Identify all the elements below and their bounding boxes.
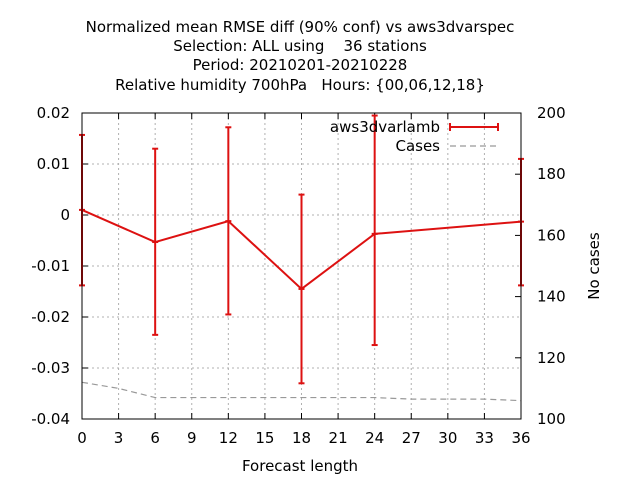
chart-title: Normalized mean RMSE diff (90% conf) vs … — [86, 18, 515, 94]
x-tick-label: 36 — [511, 429, 530, 447]
x-tick-label: 12 — [219, 429, 238, 447]
y-tick-label: 0.02 — [37, 104, 70, 122]
x-tick-label: 24 — [365, 429, 384, 447]
x-tick-label: 21 — [329, 429, 348, 447]
y-tick-label: -0.02 — [31, 308, 70, 326]
y-axis-ticks: 0.02 0.01 0 -0.01 -0.02 -0.03 -0.04 — [31, 104, 88, 428]
y-tick-label: 0 — [60, 206, 70, 224]
title-line-2: Selection: ALL using 36 stations — [173, 37, 427, 55]
title-line-3: Period: 20210201-20210228 — [193, 56, 408, 74]
x-tick-label: 3 — [114, 429, 124, 447]
plot-frame — [81, 112, 522, 420]
y2-tick-label: 200 — [537, 104, 566, 122]
legend: aws3dvarlamb Cases — [330, 118, 499, 155]
y2-axis-label: No cases — [585, 232, 603, 300]
y2-tick-label: 100 — [537, 410, 566, 428]
y2-tick-label: 120 — [537, 349, 566, 367]
series-line-cases — [81, 381, 522, 402]
x-axis-ticks: 0 3 6 9 12 15 18 21 24 27 30 33 36 — [77, 113, 531, 447]
y2-tick-label: 140 — [537, 288, 566, 306]
legend-label-cases: Cases — [395, 137, 440, 155]
x-tick-label: 9 — [187, 429, 197, 447]
y-tick-label: -0.04 — [31, 410, 70, 428]
y2-tick-label: 160 — [537, 226, 566, 244]
y2-tick-label: 180 — [537, 165, 566, 183]
x-tick-label: 6 — [150, 429, 160, 447]
y-tick-label: 0.01 — [37, 155, 70, 173]
x-tick-label: 0 — [77, 429, 87, 447]
x-tick-label: 18 — [292, 429, 311, 447]
x-axis-label: Forecast length — [242, 457, 358, 475]
y2-axis-ticks: 200 180 160 140 120 100 — [515, 104, 566, 428]
series-line-aws3dvarlamb — [81, 208, 522, 291]
y-tick-label: -0.03 — [31, 359, 70, 377]
x-tick-label: 15 — [255, 429, 274, 447]
y-tick-label: -0.01 — [31, 257, 70, 275]
x-tick-label: 30 — [438, 429, 457, 447]
series-aws3dvarlamb — [79, 114, 524, 385]
x-tick-label: 27 — [402, 429, 421, 447]
x-tick-label: 33 — [475, 429, 494, 447]
series-cases — [81, 381, 522, 402]
legend-label-aws3dvarlamb: aws3dvarlamb — [330, 118, 440, 136]
title-line-1: Normalized mean RMSE diff (90% conf) vs … — [86, 18, 515, 36]
title-line-4: Relative humidity 700hPa Hours: {00,06,1… — [115, 76, 485, 94]
